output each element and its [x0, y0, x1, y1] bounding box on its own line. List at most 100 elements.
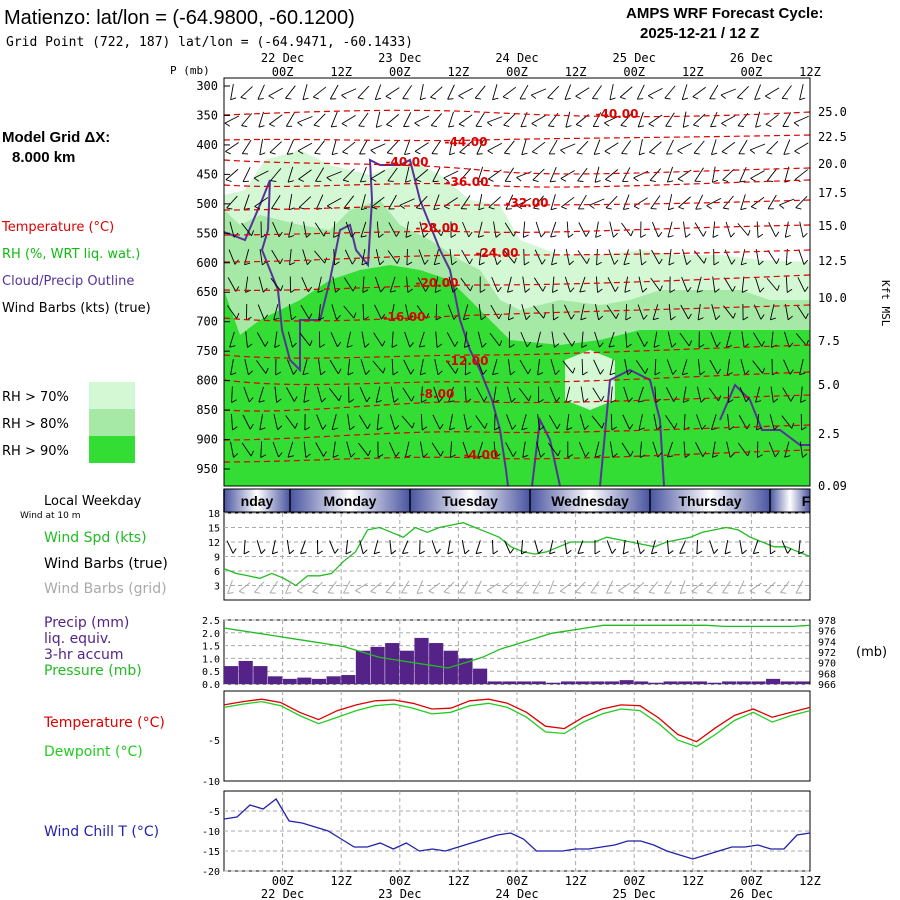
wind-barb: [259, 414, 266, 431]
wind-barb: [505, 442, 517, 457]
wind-barb: [565, 249, 574, 266]
wind-barb: [494, 413, 500, 431]
wind-barb: [648, 87, 663, 100]
y-tick-label: -10: [202, 827, 220, 838]
wind-barb: [755, 386, 762, 403]
wind-barb: [272, 441, 283, 458]
isotherm-label: -4.00: [464, 448, 499, 462]
bottom-hour-label: 00Z: [741, 874, 763, 888]
wind-barb: [331, 414, 338, 431]
precip-bar: [546, 682, 561, 684]
wind-barb: [374, 276, 385, 293]
top-hour-label: 00Z: [741, 65, 763, 79]
wind-barb: [666, 359, 677, 375]
wind-barb: [463, 331, 470, 348]
wind-barb: [723, 277, 736, 292]
wind-barb: [726, 359, 733, 376]
wind-barb: [552, 303, 559, 321]
grid-wind-barb: [370, 582, 382, 594]
top-hour-label: 12Z: [330, 65, 352, 79]
rh90-region: [224, 265, 810, 486]
wind-barb: [458, 114, 473, 127]
wind-barb: [359, 387, 371, 403]
wind-barb: [578, 441, 590, 458]
page-title: Matienzo: lat/lon = (-64.9800, -60.1200): [4, 7, 355, 29]
wind-barb: [298, 169, 312, 182]
weekday-segment: [224, 489, 290, 512]
wind-barb: [507, 359, 516, 376]
wind-barb: [797, 277, 809, 292]
surface-wind-barb: [359, 540, 368, 555]
precip-bar: [253, 666, 268, 684]
wind-barb: [259, 139, 266, 156]
wind-barb: [534, 249, 546, 265]
wind-barb: [433, 249, 440, 266]
height-tick-label: 7.5: [818, 334, 840, 348]
wind-barb: [477, 221, 484, 238]
isotherm-label: -44.00: [445, 135, 488, 149]
wind-barb: [345, 221, 356, 238]
height-tick-label: 17.5: [818, 186, 847, 200]
wind-barb: [285, 112, 295, 127]
wind-barb: [372, 360, 386, 374]
wind-barb: [639, 441, 646, 458]
wind-barb: [783, 359, 794, 375]
dewpoint-line: [223, 700, 811, 748]
wind-barb: [537, 359, 544, 376]
wind-barb: [711, 139, 718, 156]
wind-barb: [594, 441, 601, 458]
wind-barb: [592, 387, 605, 402]
wind-barb: [770, 386, 779, 403]
wind-barb: [474, 85, 486, 100]
wind-barb: [506, 414, 517, 430]
grid-wind-barb: [474, 580, 482, 594]
surface-wind-barb: [504, 540, 515, 554]
wind-barb: [682, 386, 689, 403]
wind-barb: [342, 141, 356, 155]
wind-barb: [638, 414, 645, 431]
surface-wind-barb: [419, 539, 425, 555]
wind-barb: [268, 87, 284, 100]
bottom-day-label: 26 Dec: [730, 887, 773, 900]
weekday-sub: Wind at 10 m: [20, 511, 80, 521]
wind-barb: [433, 194, 440, 210]
wind-barb: [579, 414, 589, 430]
pressure-label: Pressure (mb): [44, 663, 142, 679]
wind-barb: [326, 197, 342, 210]
isotherm-line: [223, 344, 811, 359]
dewpoint-label: Dewpoint (°C): [44, 744, 143, 760]
grid-wind-barb: [327, 581, 337, 594]
wind-barb: [696, 276, 703, 293]
wind-barb: [579, 276, 586, 293]
wind-barb: [750, 170, 765, 182]
wind-barb: [404, 166, 412, 183]
wind-barb: [711, 166, 719, 183]
top-day-label: 25 Dec: [613, 51, 656, 65]
surface-wind-barb: [564, 539, 572, 555]
wind-barb: [591, 415, 605, 429]
wind-barb: [654, 358, 661, 376]
wind-barb: [695, 194, 704, 210]
wind-barb: [302, 84, 309, 101]
isotherm-line: [223, 159, 811, 175]
wind-barb: [693, 140, 705, 155]
grid-wind-barb: [559, 582, 572, 594]
wind-barb: [537, 414, 545, 431]
weekday-name: Thursday: [678, 493, 741, 509]
wind-barb: [594, 331, 604, 348]
height-tick-label: 10.0: [818, 291, 847, 305]
surface-wind-barb: [461, 540, 470, 555]
wind-barb: [677, 142, 692, 155]
wind-barb: [667, 194, 674, 211]
wind-barb: [784, 304, 793, 321]
wind-barb: [681, 359, 689, 376]
wind-barb: [793, 115, 809, 127]
surface-wind-barb: [491, 539, 499, 555]
wind-barb: [709, 359, 721, 375]
wind-barb: [754, 84, 762, 100]
wind-barb: [449, 441, 456, 458]
wind-barb: [551, 249, 558, 266]
wind-barb: [360, 194, 368, 211]
height-tick-label: 2.5: [818, 427, 840, 441]
top-day-label: 26 Dec: [730, 51, 773, 65]
